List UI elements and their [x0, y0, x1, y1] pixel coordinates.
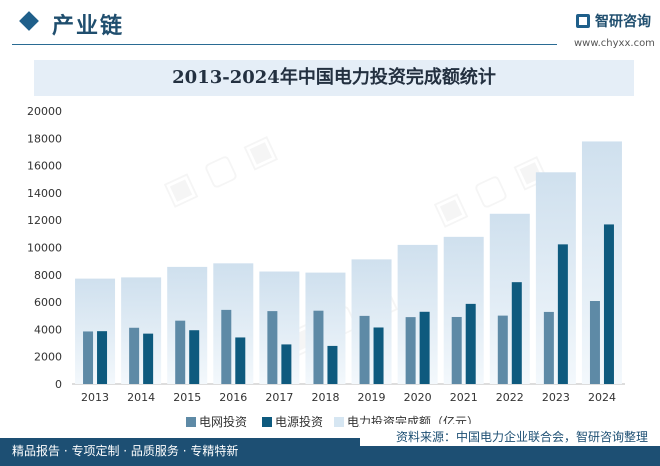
bar-source-investment	[603, 224, 614, 384]
chart-title-band: 2013-2024年中国电力投资完成额统计	[34, 60, 634, 96]
legend-swatch-total	[334, 417, 344, 427]
y-tick-label: 4000	[34, 323, 62, 336]
section-header: 产业链 智研咨询 www.chyxx.com	[0, 0, 660, 50]
bar-total	[213, 263, 254, 384]
section-title: 产业链	[52, 14, 125, 39]
bar-source-investment	[511, 282, 522, 384]
bar-total	[581, 141, 622, 384]
y-tick-label: 12000	[27, 214, 62, 227]
site-url: www.chyxx.com	[574, 38, 655, 49]
source-text: 资料来源：中国电力企业联合会，智研咨询整理	[395, 430, 648, 444]
bar-grid-investment	[451, 316, 462, 384]
chart-title: 2013-2024年中国电力投资完成额统计	[172, 67, 496, 88]
bar-total	[397, 244, 438, 384]
y-tick-label: 10000	[27, 242, 62, 255]
bar-total	[259, 271, 300, 384]
bar-source-investment	[235, 337, 246, 384]
bar-total	[75, 278, 116, 384]
y-tick-label: 2000	[34, 351, 62, 364]
bar-source-investment	[373, 327, 384, 384]
bar-total	[443, 236, 484, 384]
bar-total	[121, 277, 162, 384]
x-tick-label: 2015	[173, 391, 201, 404]
bar-total	[535, 172, 576, 384]
bar-grid-investment	[405, 317, 416, 384]
bar-total	[351, 259, 392, 384]
bar-source-investment	[465, 303, 476, 384]
bar-source-investment	[189, 330, 200, 384]
bar-grid-investment	[129, 327, 140, 384]
bar-total	[305, 272, 346, 384]
legend-item-source: 电源投资	[262, 413, 323, 430]
bar-grid-investment	[359, 315, 370, 384]
bar-grid-investment	[267, 311, 278, 384]
x-tick-label: 2019	[358, 391, 386, 404]
logo-name: 智研咨询	[595, 14, 651, 30]
x-tick-label: 2017	[265, 391, 293, 404]
bar-source-investment	[97, 331, 108, 384]
y-tick-label: 14000	[27, 187, 62, 200]
x-tick-label: 2023	[542, 391, 570, 404]
y-tick-label: 18000	[27, 132, 62, 145]
x-tick-label: 2024	[588, 391, 616, 404]
logo-icon	[576, 14, 590, 28]
y-tick-label: 6000	[34, 296, 62, 309]
legend-swatch-grid	[186, 417, 196, 427]
bar-source-investment	[419, 311, 430, 384]
header-divider	[12, 44, 557, 45]
x-tick-label: 2018	[311, 391, 339, 404]
footer-source-bg	[360, 424, 660, 446]
bar-grid-investment	[589, 301, 600, 384]
bar-source-investment	[143, 333, 154, 384]
y-tick-label: 20000	[27, 105, 62, 118]
legend-label: 电源投资	[275, 415, 324, 429]
x-tick-label: 2020	[404, 391, 432, 404]
legend-item-grid: 电网投资	[186, 413, 247, 430]
legend-swatch-source	[262, 417, 272, 427]
x-tick-label: 2013	[81, 391, 109, 404]
bar-source-investment	[557, 244, 568, 384]
footer-source: 资料来源：中国电力企业联合会，智研咨询整理	[396, 428, 648, 445]
y-tick-label: 8000	[34, 269, 62, 282]
footer-tagline: 精品报告 · 专项定制 · 品质服务 · 专精特新	[12, 444, 239, 458]
bar-source-investment	[281, 344, 292, 384]
bar-total	[489, 213, 530, 384]
bar-grid-investment	[175, 320, 186, 384]
bar-grid-investment	[497, 315, 508, 384]
x-tick-label: 2021	[450, 391, 478, 404]
bar-total	[167, 266, 208, 384]
y-tick-label: 16000	[27, 160, 62, 173]
bar-grid-investment	[221, 309, 232, 384]
x-tick-label: 2022	[496, 391, 524, 404]
bar-grid-investment	[313, 310, 324, 384]
bar-grid-investment	[83, 331, 94, 384]
x-tick-label: 2016	[219, 391, 247, 404]
x-tick-label: 2014	[127, 391, 155, 404]
legend-label: 电网投资	[199, 415, 248, 429]
bar-grid-investment	[543, 311, 554, 384]
y-tick-label: 0	[55, 378, 62, 391]
bar-source-investment	[327, 345, 338, 384]
